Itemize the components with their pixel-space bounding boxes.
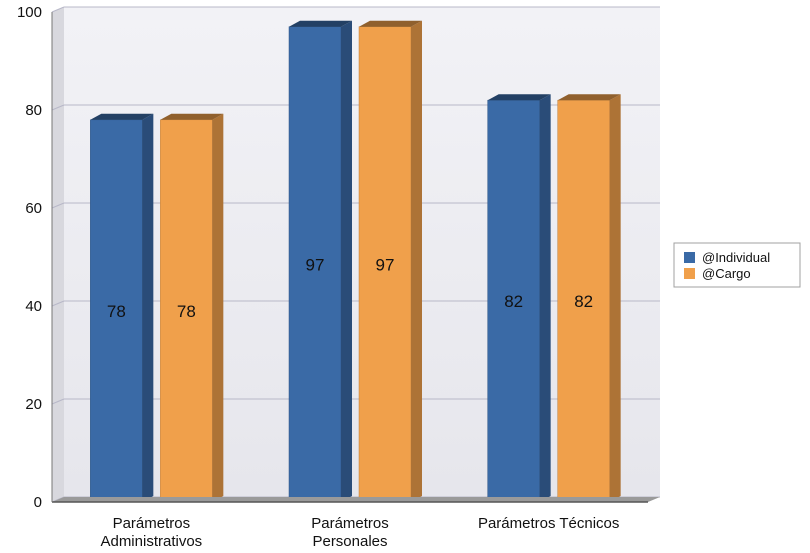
category-label: Parámetros <box>311 515 389 532</box>
bar-top <box>487 94 551 101</box>
category-label: Parámetros Técnicos <box>478 515 619 532</box>
legend: @Individual@Cargo <box>673 242 801 288</box>
side-wall <box>52 7 64 502</box>
bar-side <box>411 20 422 502</box>
data-label: 78 <box>177 302 196 321</box>
bar-top <box>557 94 621 101</box>
bar-side <box>539 94 551 502</box>
bar-top <box>289 20 352 27</box>
gridline-diagonal <box>51 6 65 13</box>
legend-label: @Individual <box>702 250 770 265</box>
y-tick-label: 80 <box>25 102 42 119</box>
gridline-diagonal <box>51 104 65 111</box>
bar-side <box>142 113 154 503</box>
legend-swatch <box>684 252 695 263</box>
bar-side <box>341 20 352 502</box>
bar-side <box>609 94 621 502</box>
y-tick-label: 100 <box>17 4 42 21</box>
bar-top <box>90 113 154 120</box>
floor <box>52 497 660 502</box>
axes <box>51 12 660 503</box>
gridline-diagonal <box>51 202 65 209</box>
bar <box>90 119 143 503</box>
bars <box>90 20 621 503</box>
data-label: 97 <box>376 255 395 274</box>
bar-top <box>359 20 422 27</box>
y-tick-label: 0 <box>34 494 42 511</box>
y-tick-label: 60 <box>25 200 42 217</box>
data-label: 82 <box>504 292 523 311</box>
gridline-diagonal <box>51 300 65 307</box>
bar <box>358 26 412 503</box>
data-label: 97 <box>306 255 325 274</box>
data-label: 82 <box>574 292 593 311</box>
category-label: Personales <box>312 533 387 550</box>
legend-label: @Cargo <box>702 266 751 281</box>
y-tick-label: 40 <box>25 298 42 315</box>
bar-side <box>212 113 224 503</box>
y-tick-label: 20 <box>25 396 42 413</box>
legend-swatch <box>684 268 695 279</box>
category-label: Parámetros <box>113 515 191 532</box>
category-label: Administrativos <box>100 533 202 550</box>
bar <box>487 99 540 503</box>
bar <box>160 119 213 503</box>
legend-box <box>673 242 801 288</box>
gridline-diagonal <box>51 398 65 405</box>
bar-top <box>160 113 224 120</box>
data-label: 78 <box>107 302 126 321</box>
bar <box>557 99 610 503</box>
bar <box>288 26 342 503</box>
